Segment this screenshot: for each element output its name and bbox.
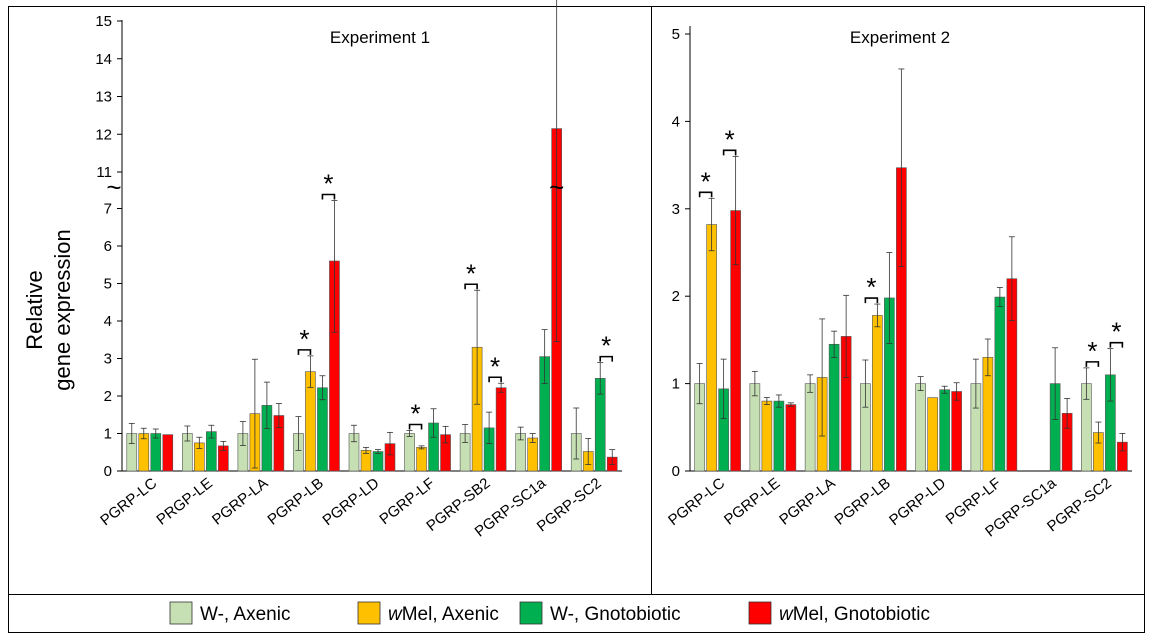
x-tick-label: PGRP-LA xyxy=(209,475,271,529)
bar-w-axenic-pgrp-ld xyxy=(915,383,926,472)
y-tick-label: 6 xyxy=(104,238,112,255)
significance-bracket xyxy=(488,376,502,383)
y-tick-label: 0 xyxy=(104,463,112,480)
significance-star: * xyxy=(323,169,333,199)
bar-w-gnotobiotic-pgrp-lc xyxy=(150,433,162,472)
y-tick-label: 5 xyxy=(672,26,680,43)
significance-bracket xyxy=(722,149,737,156)
legend-label: W-, Axenic xyxy=(200,604,290,625)
y-tick-label: 4 xyxy=(672,113,680,130)
y-tick-label: 3 xyxy=(672,201,680,218)
y-tick-label: 2 xyxy=(672,288,680,305)
chart-title: Experiment 1 xyxy=(330,28,430,47)
x-tick-label: PGRP-LE xyxy=(721,475,783,529)
bar-w-gnotobiotic-pgrp-ld xyxy=(939,389,950,472)
x-tick-label: PGRP-LC xyxy=(665,475,728,530)
significance-star: * xyxy=(1087,336,1097,366)
bar-w-gnotobiotic-pgrp-lb xyxy=(317,387,328,472)
significance-bracket xyxy=(321,193,336,200)
y-tick-label: 15 xyxy=(95,13,112,30)
bar-wmel-axenic-pgrp-ld xyxy=(927,397,938,472)
bar-wmel-axenic-pgrp-sc1a xyxy=(527,437,538,472)
y-tick-label: 14 xyxy=(95,51,112,68)
y-tick-label: 11 xyxy=(96,164,112,181)
significance-star: * xyxy=(490,351,500,381)
legend-swatch xyxy=(519,601,543,625)
bar-wmel-axenic-pgrp-lf xyxy=(416,447,427,472)
legend-label-italic: w xyxy=(779,604,794,625)
x-tick-label: PGRP-LA xyxy=(776,475,838,529)
bar-break-tilde-icon: ~ xyxy=(549,172,564,202)
significance-star: * xyxy=(299,324,309,354)
bar-w-axenic-pgrp-la xyxy=(804,383,816,472)
significance-bracket xyxy=(698,191,713,198)
y-tick-label: 3 xyxy=(104,351,112,368)
y-tick-label: 12 xyxy=(95,126,112,143)
chart-title: Experiment 2 xyxy=(850,28,950,47)
legend-swatch xyxy=(748,601,772,625)
y-tick-label: 2 xyxy=(104,388,112,405)
x-tick-label: PGRP-LB xyxy=(265,475,327,529)
y-axis-label-line2: gene expression xyxy=(50,229,75,390)
legend-label-text: W-, Gnotobiotic xyxy=(550,604,681,625)
legend-label: W-, Gnotobiotic xyxy=(550,604,681,625)
y-tick-label: 13 xyxy=(95,89,112,106)
figure-frame xyxy=(8,6,1145,633)
significance-bracket xyxy=(1109,341,1124,348)
legend-label: wMel, Axenic xyxy=(388,604,499,625)
bar-w-axenic-pgrp-le xyxy=(749,383,761,472)
bar-wmel-gnotobiotic-pgrp-sb2 xyxy=(495,387,507,472)
axis-break-tilde-icon: ~ xyxy=(106,172,121,202)
legend-label-text: Mel, Axenic xyxy=(402,604,499,625)
significance-star: * xyxy=(1111,317,1121,347)
bar-wmel-axenic-pgrp-lc xyxy=(706,224,717,472)
significance-bracket xyxy=(297,349,312,355)
legend-label: wMel, Gnotobiotic xyxy=(779,604,930,625)
x-tick-label: PGRP-LD xyxy=(886,475,949,530)
bar-w-gnotobiotic-pgrp-lf xyxy=(994,296,1006,472)
bar-wmel-gnotobiotic-pgrp-lc xyxy=(162,434,174,472)
significance-star: * xyxy=(866,272,876,302)
significance-star: * xyxy=(466,258,476,288)
x-tick-label: PGRP-LD xyxy=(319,475,382,530)
x-tick-label: PGRP-LC xyxy=(97,475,160,530)
legend-label-text: W-, Axenic xyxy=(200,604,290,625)
significance-bracket xyxy=(464,283,478,290)
bar-wmel-gnotobiotic-pgrp-le xyxy=(785,404,797,472)
bar-w-axenic-pgrp-lf xyxy=(404,433,415,472)
significance-bracket xyxy=(1085,361,1100,367)
bar-wmel-axenic-pgrp-le xyxy=(761,400,773,472)
x-tick-label: PGRP-LB xyxy=(831,475,893,529)
y-tick-label: 1 xyxy=(104,426,112,443)
bar-w-gnotobiotic-pgrp-la xyxy=(828,343,840,472)
bar-w-gnotobiotic-pgrp-le xyxy=(773,400,785,472)
y-tick-label: 5 xyxy=(104,276,112,293)
significance-bracket xyxy=(408,423,423,430)
bar-wmel-gnotobiotic-pgrp-ld xyxy=(951,391,962,472)
significance-bracket xyxy=(599,355,614,362)
significance-star: * xyxy=(601,331,611,361)
bar-wmel-axenic-pgrp-lb xyxy=(872,315,883,472)
legend-swatch xyxy=(169,601,193,625)
x-tick-label: PRGP-LE xyxy=(153,475,215,529)
significance-star: * xyxy=(410,399,420,429)
y-tick-label: 0 xyxy=(672,463,680,480)
y-tick-label: 7 xyxy=(104,201,112,218)
bar-w-gnotobiotic-pgrp-ld xyxy=(372,451,384,472)
y-axis-label-line1: Relative xyxy=(22,270,47,349)
legend-swatch xyxy=(357,601,381,625)
significance-bracket xyxy=(864,297,879,304)
legend-label-text: Mel, Gnotobiotic xyxy=(793,604,930,625)
significance-star: * xyxy=(701,166,711,196)
legend: W-, Axenic wMel, Axenic W-, Gnotobiotic wMe… xyxy=(169,601,930,625)
y-tick-label: 1 xyxy=(672,376,680,393)
legend-label-italic: w xyxy=(388,604,403,625)
significance-star: * xyxy=(725,124,735,154)
y-tick-label: 4 xyxy=(104,313,112,330)
